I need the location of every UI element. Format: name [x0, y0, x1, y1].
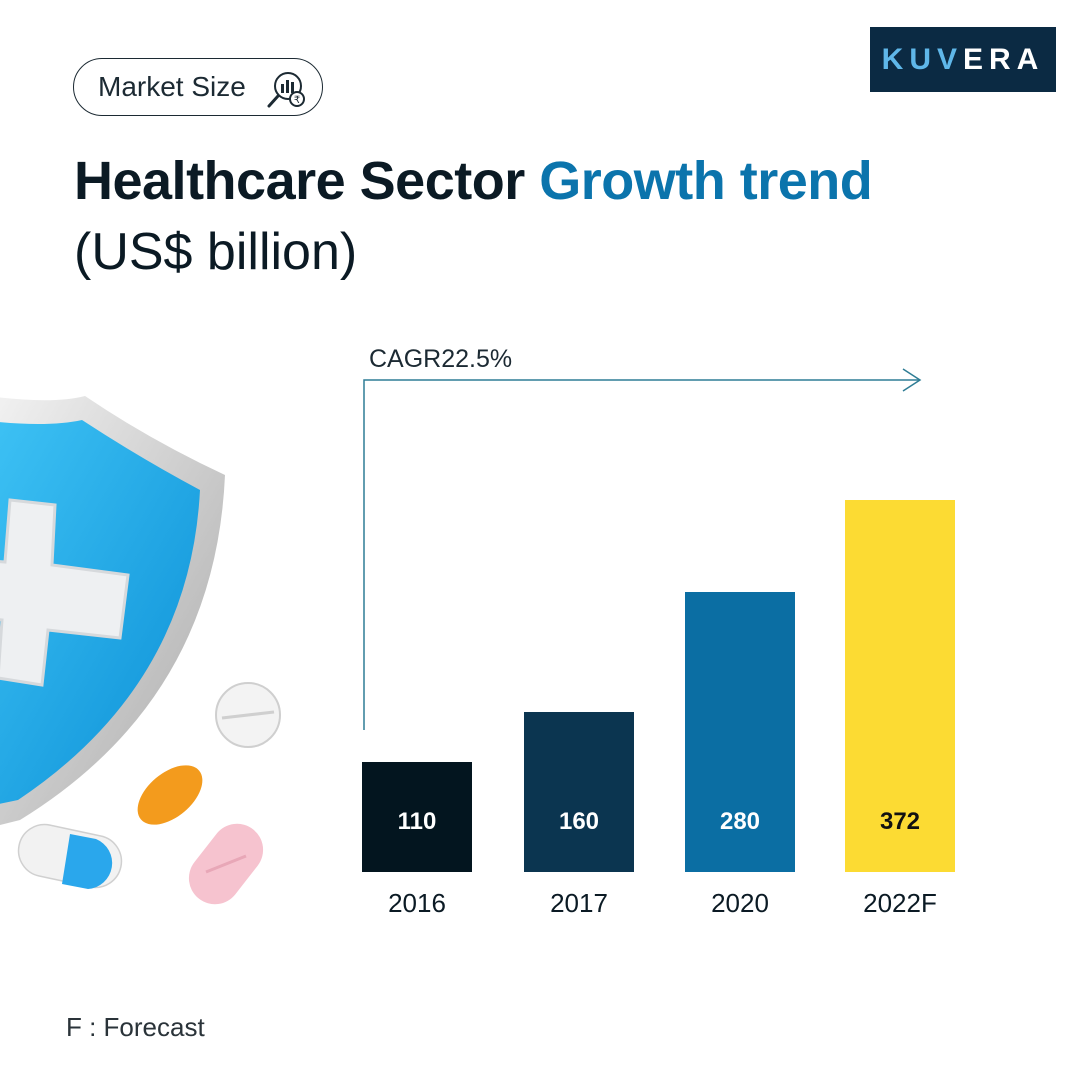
value-label-2022F: 372: [880, 808, 920, 835]
value-label-2016: 110: [398, 808, 437, 835]
category-label-2016: 2016: [388, 888, 446, 918]
bar-2016: [362, 762, 472, 872]
white-pill-icon: [215, 682, 281, 748]
title-accent: Growth trend: [539, 151, 873, 211]
cagr-arrow-line: [363, 379, 920, 730]
svg-text:₹: ₹: [294, 95, 300, 106]
orange-capsule-icon: [137, 765, 203, 825]
cagr-arrow-head: [902, 368, 922, 392]
bar-2017: [524, 712, 634, 872]
title-dark: Healthcare Sector: [74, 151, 525, 211]
category-label-2017: 2017: [550, 888, 608, 918]
category-label-2022F: 2022F: [863, 888, 937, 918]
magnifier-chart-icon: ₹: [267, 72, 305, 108]
market-size-label: Market Size: [98, 71, 246, 102]
health-shield-illustration: [0, 396, 281, 905]
forecast-footnote: F : Forecast: [66, 1012, 205, 1042]
logo-part-2: ERA: [963, 42, 1045, 76]
market-size-tag: Market Size ₹: [73, 58, 323, 116]
category-label-2020: 2020: [711, 888, 769, 918]
bar-2020: [685, 592, 795, 872]
value-label-2020: 280: [720, 808, 760, 835]
logo-part-1: KUV: [881, 42, 963, 76]
shield-icon: [0, 396, 225, 825]
page-title: Healthcare Sector Growth trend: [74, 150, 873, 212]
blue-white-capsule-icon: [17, 823, 123, 889]
cagr-annotation: CAGR22.5%: [369, 345, 512, 373]
value-label-2017: 160: [559, 808, 599, 835]
pink-pill-icon: [188, 823, 264, 905]
bar-2022F: [845, 500, 955, 872]
kuvera-logo: KUV ERA: [870, 27, 1056, 92]
page-subtitle: (US$ billion): [74, 223, 358, 281]
